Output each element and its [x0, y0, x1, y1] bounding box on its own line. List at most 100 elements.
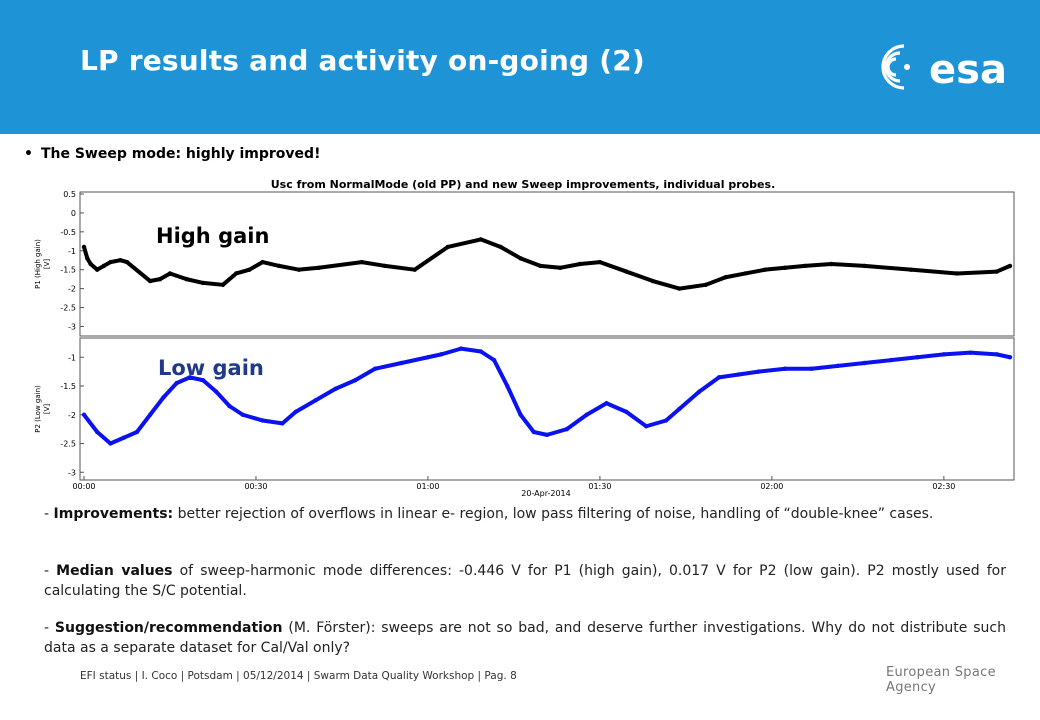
data-point [564, 426, 570, 432]
data-point [736, 372, 742, 377]
data-point [157, 276, 163, 282]
top-ylabel-1: P1 (High gain) [34, 239, 42, 289]
x-tick-label: 01:30 [588, 482, 611, 491]
footer-agency: European Space Agency [886, 665, 996, 695]
data-point [352, 378, 358, 383]
para-bold: Median values [56, 563, 173, 579]
data-point [498, 244, 503, 250]
para-prefix: - [44, 563, 57, 579]
y-tick-label: -2 [68, 285, 76, 294]
data-point [491, 357, 497, 363]
data-point [167, 271, 173, 276]
data-point [743, 271, 748, 276]
data-point [478, 349, 484, 354]
esa-logo: esa [881, 44, 1007, 93]
probe-figure: Usc from NormalMode (old PP) and new Swe… [28, 172, 1018, 500]
data-point [200, 378, 206, 383]
data-point [399, 360, 404, 366]
bullet-dot-icon: • [24, 146, 33, 162]
data-point [829, 261, 834, 267]
y-tick-label: -1.5 [60, 266, 76, 275]
data-point [624, 409, 629, 415]
y-tick-label: -2.5 [60, 440, 76, 449]
bullet-point: • The Sweep mode: highly improved! [24, 146, 320, 162]
y-tick-label: -0.5 [60, 228, 76, 237]
data-point [382, 263, 388, 269]
data-point [108, 441, 113, 446]
low-gain-label: Low gain [158, 356, 264, 380]
data-point [260, 259, 265, 265]
y-tick-label: -2 [68, 411, 76, 420]
data-point [200, 280, 206, 286]
data-point [723, 275, 728, 280]
y-tick-label: 0.5 [63, 190, 76, 199]
data-point [862, 263, 867, 269]
data-point [124, 259, 130, 265]
top-panel-frame [79, 191, 1015, 337]
x-tick-label: 01:00 [416, 482, 439, 491]
data-point [187, 375, 193, 380]
paragraph-improvements: - Improvements: better rejection of over… [44, 504, 1006, 524]
para-bold: Suggestion/recommendation [54, 620, 283, 636]
data-point [438, 352, 444, 357]
data-point [233, 271, 239, 276]
x-tick-label: 00:30 [244, 482, 267, 491]
x-tick-label: 02:00 [760, 482, 783, 491]
data-point [604, 401, 609, 406]
y-tick-label: -1 [68, 247, 76, 256]
data-point [908, 267, 913, 272]
data-point [696, 389, 702, 394]
data-point [240, 412, 245, 417]
slide-title: LP results and activity on-going (2) [80, 44, 645, 77]
data-point [276, 263, 282, 269]
esa-logo-text: esa [929, 47, 1007, 93]
data-point [597, 259, 603, 265]
x-ticks: 00:00 00:30 01:00 01:30 02:00 02:30 [72, 476, 955, 491]
data-point [544, 432, 550, 438]
series-line [82, 237, 1011, 291]
data-point [577, 261, 583, 267]
data-point [280, 421, 285, 426]
data-point [108, 259, 113, 265]
data-point [214, 389, 219, 394]
data-point [915, 355, 920, 360]
y-tick-label: -1.5 [60, 382, 76, 391]
data-point [161, 395, 166, 400]
data-point [174, 380, 179, 386]
data-point [531, 429, 536, 435]
data-point [134, 429, 140, 435]
data-point [458, 346, 464, 351]
data-point [809, 366, 814, 371]
data-point [81, 412, 87, 417]
data-point [260, 418, 265, 423]
data-point [835, 363, 841, 369]
data-point [220, 282, 226, 288]
y-tick-label: -2.5 [60, 304, 76, 313]
data-point [644, 424, 649, 429]
data-point [425, 355, 431, 360]
y-tick-label: -1 [68, 353, 76, 362]
data-point [584, 412, 589, 417]
para-prefix: - [44, 620, 55, 636]
data-point [888, 357, 894, 363]
data-point [782, 265, 788, 270]
data-point [147, 278, 153, 284]
data-point [412, 267, 417, 272]
data-point [81, 244, 87, 250]
data-point [1007, 263, 1013, 269]
data-point [558, 265, 563, 270]
data-point [677, 406, 682, 412]
bottom-panel-frame [79, 337, 1015, 481]
data-point [994, 269, 999, 274]
data-point [95, 267, 100, 272]
data-point [862, 360, 867, 366]
data-point [1007, 355, 1013, 360]
low-gain-series [81, 346, 1013, 446]
data-point [802, 263, 808, 269]
data-point [227, 403, 232, 409]
data-point [184, 276, 189, 282]
data-point [359, 259, 364, 265]
data-point [121, 435, 126, 440]
data-point [85, 256, 90, 261]
data-point [296, 267, 302, 272]
